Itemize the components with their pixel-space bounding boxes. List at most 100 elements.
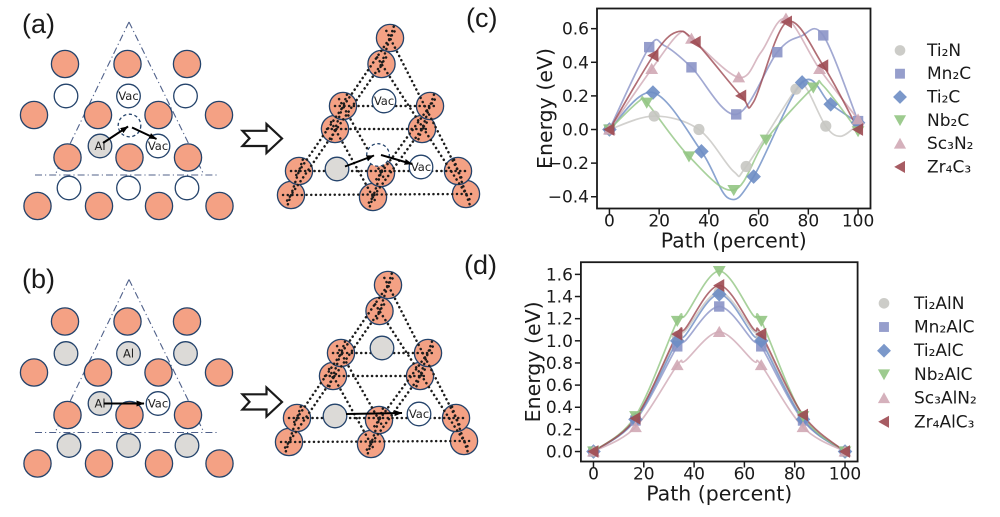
marker-triangle-down xyxy=(682,151,696,163)
marker-circle xyxy=(820,120,832,132)
marker-diamond xyxy=(746,169,761,184)
marker-triangle-up xyxy=(893,137,907,149)
lattice-right-b: Vac xyxy=(274,270,479,459)
marker-triangle-up xyxy=(813,62,826,75)
series-markers xyxy=(603,12,865,135)
atom-m xyxy=(113,49,142,79)
x-tick-label: 40 xyxy=(698,212,720,232)
marker-circle xyxy=(790,83,802,95)
bond-mesh xyxy=(281,25,476,210)
atom-m xyxy=(365,296,394,326)
y-tick-label: 0.2 xyxy=(562,87,589,107)
marker-triangle-down xyxy=(754,315,768,327)
atom-vacancy xyxy=(371,88,397,114)
atom-m xyxy=(172,307,202,336)
marker-square xyxy=(772,46,783,58)
a-site-atoms: Vac xyxy=(322,335,432,429)
marker-triangle-left xyxy=(735,89,747,103)
vac-label: Vac xyxy=(148,139,168,153)
y-tick-label: 1.6 xyxy=(546,265,573,285)
atom-m xyxy=(23,449,52,478)
marker-triangle-down xyxy=(877,369,891,381)
legend-label: Nb₂C xyxy=(927,111,969,131)
y-tick-label: −0.4 xyxy=(548,188,589,208)
transition-state-circle xyxy=(117,113,142,138)
marker-diamond xyxy=(711,287,727,302)
atom-a-site-vacant xyxy=(173,83,198,109)
atom-al xyxy=(173,341,198,366)
y-tick-label: −0.2 xyxy=(548,154,589,174)
atom-vacancy xyxy=(408,154,434,180)
legend: Ti₂N Mn₂C Ti₂C Nb₂C Sc₃N₂ Zr₄C₃ xyxy=(893,41,973,177)
marker-square xyxy=(731,109,742,120)
atom-m xyxy=(83,358,113,387)
atom-m xyxy=(115,143,144,172)
marker-triangle-left xyxy=(689,35,701,49)
x-tick-label: 20 xyxy=(648,212,670,232)
atom-m xyxy=(84,449,114,478)
marker-diamond xyxy=(877,343,891,358)
m-atoms xyxy=(274,270,479,459)
panel-label-d: (d) xyxy=(464,250,497,280)
atom-m xyxy=(23,191,52,221)
atom-vacancy xyxy=(145,133,171,159)
atom-m xyxy=(83,100,113,130)
migration-arrows xyxy=(345,410,403,417)
panel-label-a: (a) xyxy=(22,9,55,39)
legend-label: Ti₂AlC xyxy=(913,341,964,361)
y-tick-label: 0.6 xyxy=(562,20,589,40)
x-tick-label: 80 xyxy=(784,465,806,485)
atom-m xyxy=(53,400,82,430)
series-line xyxy=(593,331,846,453)
x-tick-label: 0 xyxy=(604,212,615,232)
atom-m xyxy=(113,307,142,336)
marker-diamond xyxy=(645,85,661,100)
marker-circle xyxy=(740,160,752,173)
marker-diamond xyxy=(893,90,907,104)
vac-label: Vac xyxy=(118,89,138,103)
atom-m xyxy=(19,100,49,130)
atom-a-site-vacant xyxy=(116,83,141,109)
atom-al xyxy=(322,403,348,429)
panel-label-b: (b) xyxy=(22,264,55,294)
series-line xyxy=(592,291,846,453)
marker-triangle-up xyxy=(670,359,684,371)
al-label: Al xyxy=(123,347,134,361)
atom-m xyxy=(172,49,202,79)
y-tick-label: 0.0 xyxy=(546,443,573,463)
marker-square xyxy=(818,30,829,41)
marker-triangle-left xyxy=(838,445,851,458)
marker-triangle-left xyxy=(755,327,767,341)
atom-m xyxy=(443,156,473,186)
marker-triangle-up xyxy=(732,71,746,83)
atom-m xyxy=(375,23,405,53)
series-markers xyxy=(603,15,864,136)
marker-triangle-left xyxy=(671,327,683,341)
series xyxy=(602,12,866,201)
y-tick-label: 0.8 xyxy=(546,354,573,374)
a-site-atoms: Vac Al Vac xyxy=(53,83,200,201)
m-atoms xyxy=(19,49,234,221)
atom-a-site-vacant xyxy=(53,83,79,109)
marker-diamond xyxy=(694,144,709,159)
marker-triangle-down xyxy=(712,266,726,278)
marker-triangle-left xyxy=(629,411,641,425)
x-axis-label: Path (percent) xyxy=(646,482,792,506)
atom-m xyxy=(326,338,356,368)
chart-d: 0 20 40 60 80 100 0.0 0.20.40.60.81.01.21.4 1.6 P… xyxy=(521,261,977,506)
axes: 0 20 40 60 80 100 0.0 0.20.40.60.81.01.21.4 1.6 P… xyxy=(521,265,861,505)
marker-square xyxy=(879,322,889,332)
m-atoms xyxy=(19,307,234,478)
marker-triangle-up xyxy=(754,359,768,371)
panel-a-diagram: Vac Al Vac Vac Vac xyxy=(19,21,481,221)
lattice-left-b: Al Al Vac xyxy=(19,279,234,478)
atom-a-site-vacant xyxy=(174,175,200,201)
legend-label: Sc₃AlN₂ xyxy=(914,389,977,409)
atom-m xyxy=(50,307,80,336)
migration-arrows xyxy=(102,125,157,144)
legend-label: Ti₂C xyxy=(926,88,960,108)
y-tick-label: 1.2 xyxy=(546,310,573,330)
marker-triangle-left xyxy=(780,15,792,29)
atom-m xyxy=(144,449,174,478)
marker-triangle-down xyxy=(893,115,907,127)
